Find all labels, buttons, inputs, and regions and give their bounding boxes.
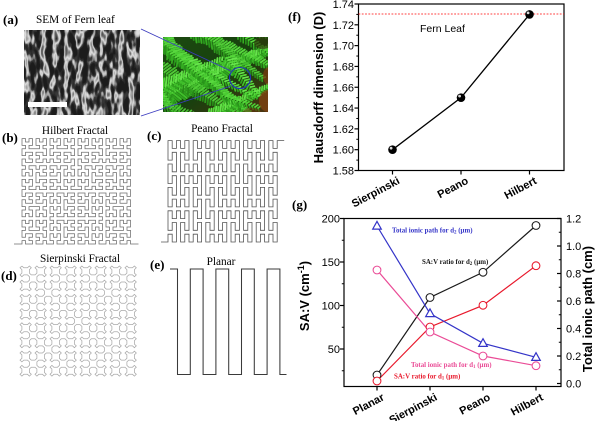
svg-text:100: 100 xyxy=(322,301,340,313)
svg-text:Fern Leaf: Fern Leaf xyxy=(420,23,465,35)
svg-text:SA:V ratio for d1 (μm): SA:V ratio for d1 (μm) xyxy=(394,373,460,381)
svg-text:0.8: 0.8 xyxy=(566,269,581,281)
svg-text:Planar: Planar xyxy=(207,256,236,268)
svg-text:150: 150 xyxy=(322,257,340,269)
svg-text:(e): (e) xyxy=(150,257,164,272)
svg-text:SA:V ratio for d2 (μm): SA:V ratio for d2 (μm) xyxy=(422,259,488,267)
svg-text:(d): (d) xyxy=(1,268,17,283)
svg-text:(g): (g) xyxy=(292,197,307,212)
svg-text:1.2: 1.2 xyxy=(566,214,581,226)
svg-text:0.0: 0.0 xyxy=(566,379,581,391)
svg-text:(f): (f) xyxy=(288,9,301,24)
svg-text:Sierpinski Fractal: Sierpinski Fractal xyxy=(40,253,120,265)
svg-text:1.74: 1.74 xyxy=(333,0,354,11)
svg-text:50: 50 xyxy=(328,344,340,356)
svg-text:1.64: 1.64 xyxy=(333,103,354,115)
svg-text:Peano Fractal: Peano Fractal xyxy=(191,123,253,135)
svg-text:1.70: 1.70 xyxy=(333,41,354,53)
svg-text:1.66: 1.66 xyxy=(333,82,354,94)
svg-text:0.4: 0.4 xyxy=(566,324,581,336)
svg-text:1.58: 1.58 xyxy=(333,166,354,178)
svg-text:1.68: 1.68 xyxy=(333,61,354,73)
svg-text:1.60: 1.60 xyxy=(333,145,354,157)
svg-text:SEM of Fern leaf: SEM of Fern leaf xyxy=(36,14,115,26)
svg-text:Total ionic path for d1 (μm): Total ionic path for d1 (μm) xyxy=(411,362,492,370)
svg-text:(a): (a) xyxy=(3,12,18,27)
svg-text:(c): (c) xyxy=(147,128,161,143)
svg-text:1.72: 1.72 xyxy=(333,20,354,32)
svg-text:Total ionic path (cm): Total ionic path (cm) xyxy=(580,246,595,372)
svg-text:0.6: 0.6 xyxy=(566,296,581,308)
svg-text:Hilbert Fractal: Hilbert Fractal xyxy=(42,125,108,137)
svg-text:0.2: 0.2 xyxy=(566,351,581,363)
svg-text:1.62: 1.62 xyxy=(333,124,354,136)
svg-text:Hausdorff dimension (D): Hausdorff dimension (D) xyxy=(311,12,326,164)
svg-text:Total ionic path for d2 (μm): Total ionic path for d2 (μm) xyxy=(392,228,473,236)
svg-text:(b): (b) xyxy=(2,130,18,145)
svg-text:SA:V (cm-1): SA:V (cm-1) xyxy=(296,261,312,331)
svg-text:200: 200 xyxy=(322,214,340,226)
svg-text:1.0: 1.0 xyxy=(566,241,581,253)
